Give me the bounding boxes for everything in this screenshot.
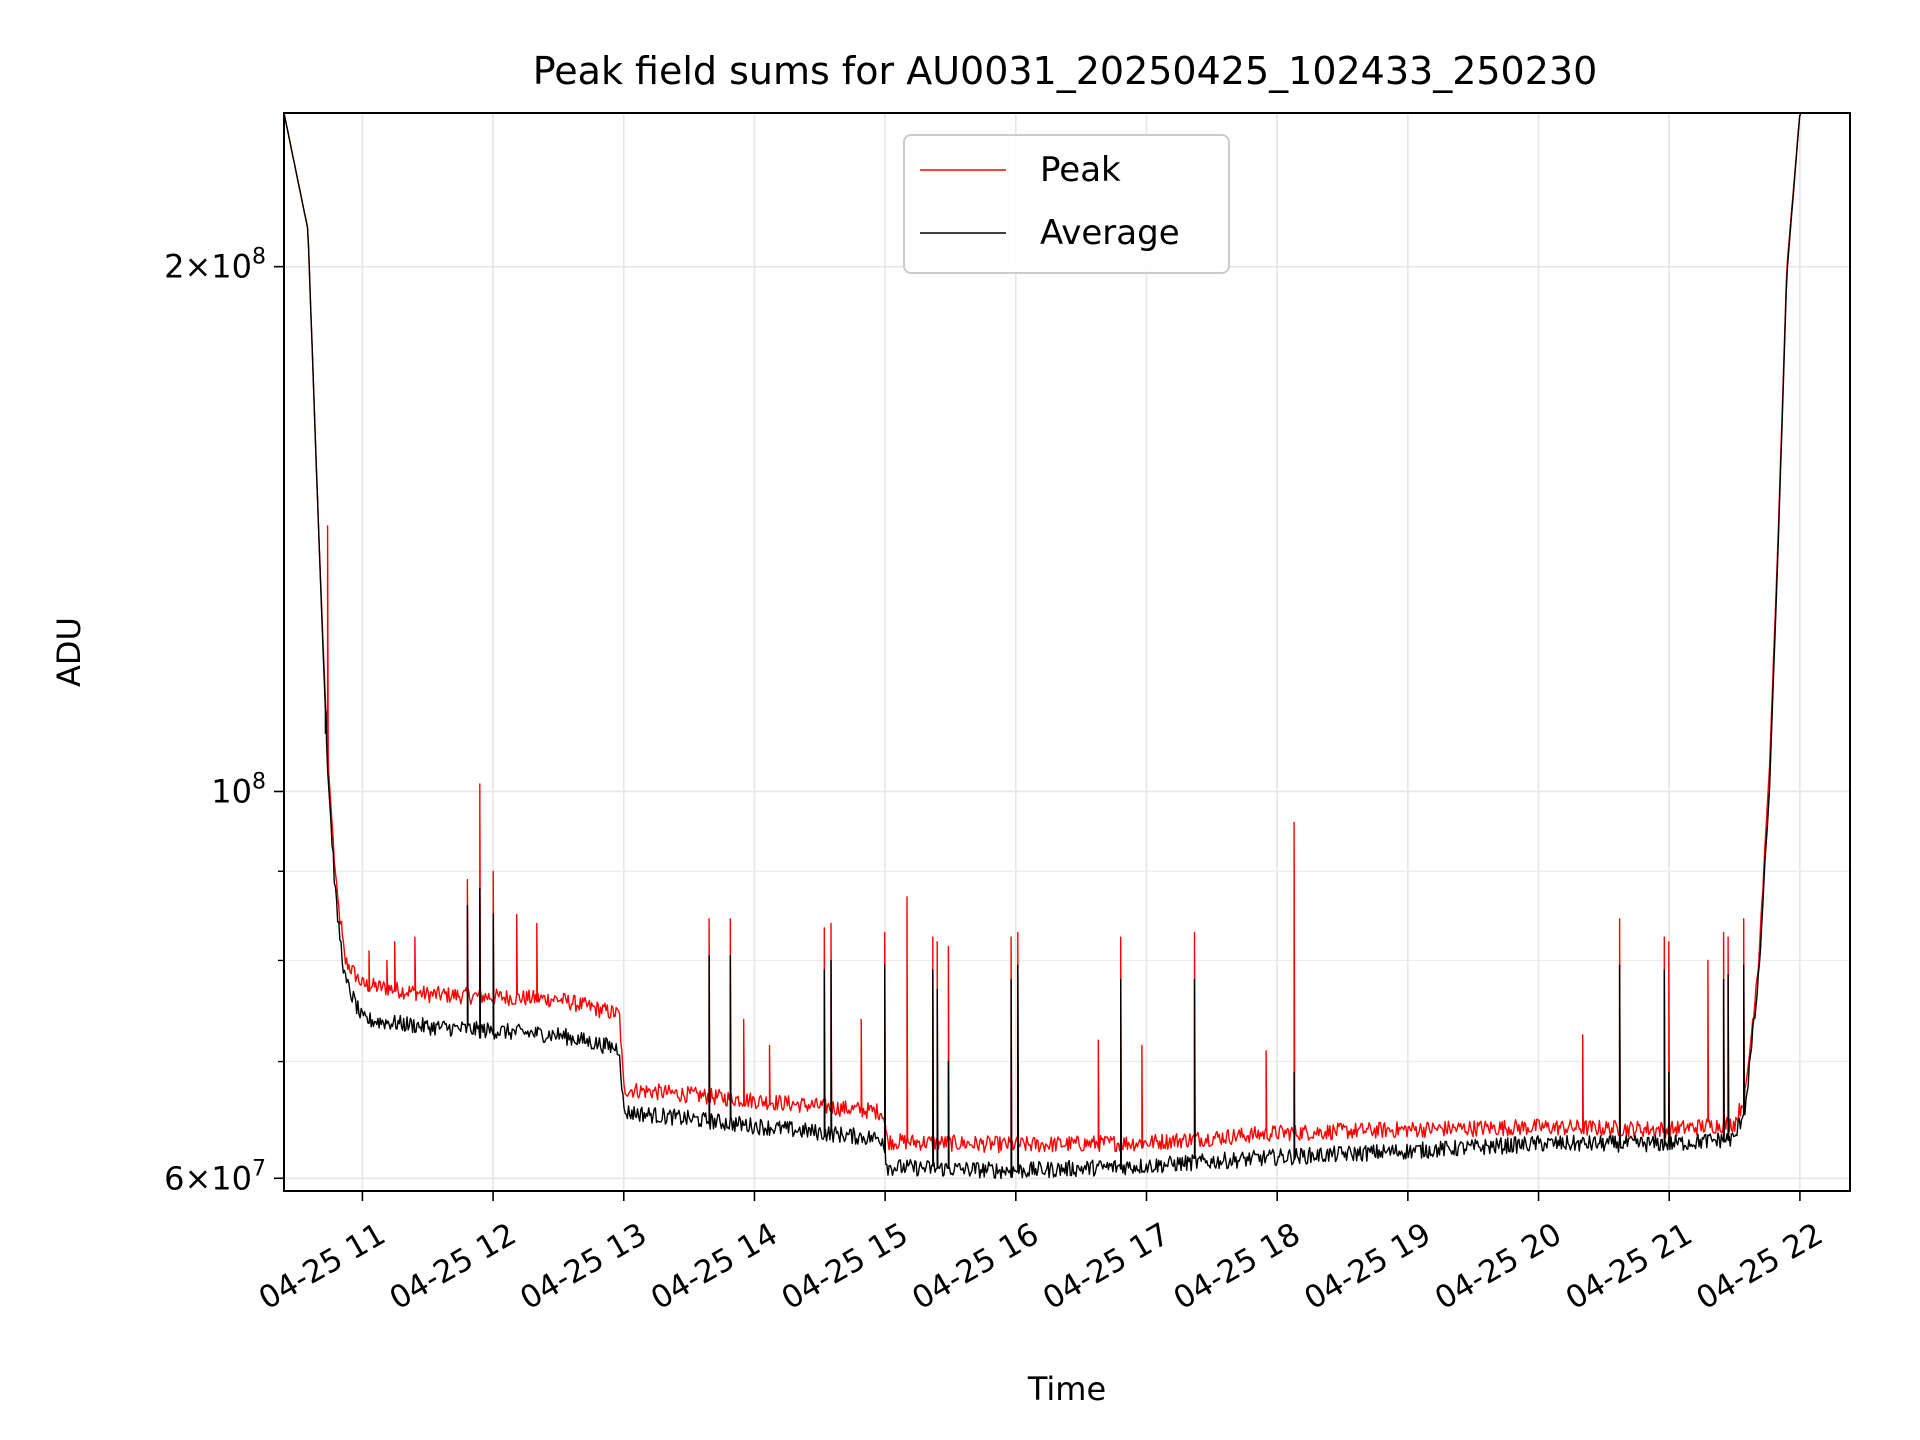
series-line-average bbox=[284, 113, 1850, 1180]
series-lines bbox=[284, 113, 1850, 1180]
y-tick-label: 108 bbox=[211, 769, 266, 810]
legend: Peak Average bbox=[903, 134, 1230, 274]
x-tick-label: 04-25 19 bbox=[1298, 1216, 1437, 1317]
x-tick-label: 04-25 20 bbox=[1429, 1216, 1568, 1317]
y-axis: 6×107 108 2×108 bbox=[164, 245, 284, 1197]
y-tick-label: 2×108 bbox=[164, 245, 266, 286]
x-tick-label: 04-25 16 bbox=[906, 1216, 1045, 1317]
legend-label-average: Average bbox=[1040, 213, 1180, 253]
grid-lines bbox=[284, 113, 1850, 1191]
legend-label-peak: Peak bbox=[1040, 150, 1121, 190]
y-tick-label: 6×107 bbox=[164, 1156, 266, 1197]
plot-frame bbox=[283, 112, 1851, 1192]
x-tick-label: 04-25 11 bbox=[253, 1216, 392, 1317]
x-tick-label: 04-25 18 bbox=[1168, 1216, 1307, 1317]
x-tick-label: 04-25 21 bbox=[1560, 1216, 1699, 1317]
x-tick-label: 04-25 14 bbox=[645, 1216, 784, 1317]
x-tick-label: 04-25 15 bbox=[776, 1216, 915, 1317]
y-axis-label: ADU bbox=[50, 617, 88, 687]
x-tick-label: 04-25 13 bbox=[514, 1216, 653, 1317]
x-tick-label: 04-25 12 bbox=[384, 1216, 523, 1317]
x-tick-label: 04-25 17 bbox=[1037, 1216, 1176, 1317]
x-axis-label: Time bbox=[1027, 1370, 1106, 1408]
x-tick-label: 04-25 22 bbox=[1690, 1216, 1829, 1317]
chart-title: Peak field sums for AU0031_20250425_1024… bbox=[533, 49, 1598, 93]
series-line-peak bbox=[284, 113, 1850, 1154]
